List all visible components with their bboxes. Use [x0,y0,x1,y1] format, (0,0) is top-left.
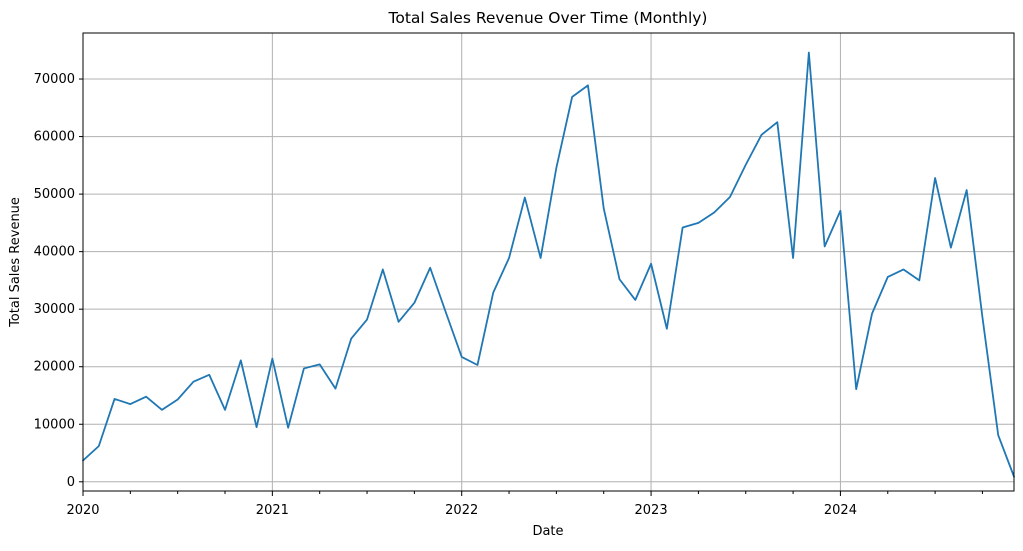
y-tick-label: 60000 [34,130,75,145]
x-tick-label: 2023 [635,503,668,518]
x-tick-label: 2024 [824,503,857,518]
x-tick-label: 2020 [66,503,99,518]
sales-revenue-line [82,51,1015,478]
y-tick-label: 40000 [34,245,75,260]
chart-title: Total Sales Revenue Over Time (Monthly) [388,9,708,27]
tick-layer: 0 10000 20000 30000 40000 50000 60000 70000 2020… [34,72,983,518]
grid-layer [82,33,1014,491]
x-tick-label: 2021 [256,503,289,518]
y-tick-label: 30000 [34,302,75,317]
y-tick-label: 50000 [34,187,75,202]
x-axis-label: Date [532,524,563,539]
y-tick-label: 70000 [34,72,75,87]
series-layer [82,51,1015,478]
y-tick-label: 0 [67,475,75,490]
plot-frame [82,32,1015,492]
x-tick-label: 2022 [445,503,478,518]
y-tick-label: 10000 [34,417,75,432]
y-tick-label: 20000 [34,360,75,375]
y-axis-label: Total Sales Revenue [8,197,23,328]
